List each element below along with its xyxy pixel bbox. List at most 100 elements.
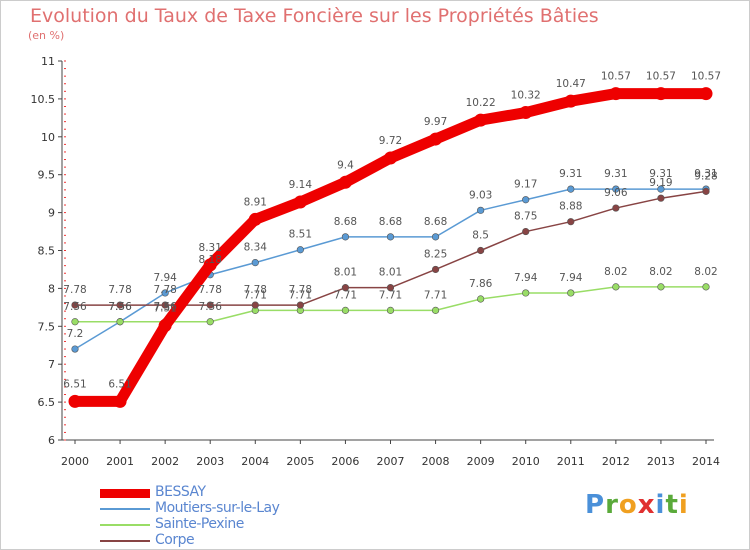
data-label: 9.4 <box>337 159 354 171</box>
data-point <box>341 284 350 292</box>
data-label: 7.56 <box>63 301 87 313</box>
data-point <box>116 301 124 309</box>
data-point <box>68 394 82 408</box>
data-label: 9.19 <box>649 177 672 189</box>
x-tick-label: 2011 <box>557 455 585 468</box>
data-label: 8.01 <box>334 267 357 279</box>
data-point <box>702 283 710 291</box>
data-label: 7.56 <box>108 301 132 313</box>
data-label: 8.18 <box>199 254 222 266</box>
data-point <box>477 295 485 303</box>
data-point <box>251 301 259 309</box>
data-label: 10.57 <box>646 71 676 83</box>
data-point <box>657 185 665 193</box>
data-label: 10.22 <box>466 97 496 109</box>
data-label: 7.2 <box>67 328 84 340</box>
data-label: 8.02 <box>649 266 672 278</box>
chart-unit-label: (en %) <box>28 29 65 42</box>
data-label: 7.56 <box>153 301 177 313</box>
data-point <box>567 185 575 193</box>
data-point <box>612 185 620 193</box>
data-label: 7.51 <box>153 303 176 315</box>
data-point <box>206 318 214 326</box>
data-label: 8.88 <box>559 201 582 213</box>
y-tick-label: 8.5 <box>38 245 56 258</box>
data-label: 7.71 <box>424 289 447 301</box>
data-label: 8.68 <box>379 216 402 228</box>
data-point <box>522 289 530 297</box>
y-tick-label: 11 <box>41 55 55 68</box>
legend-label: Moutiers-sur-le-Lay <box>155 500 280 516</box>
data-point <box>477 246 485 255</box>
data-point <box>429 132 443 146</box>
data-label: 7.78 <box>289 284 312 296</box>
data-label: 9.17 <box>514 179 537 191</box>
data-label: 7.78 <box>199 284 222 296</box>
data-point <box>431 233 440 241</box>
data-point <box>612 283 620 291</box>
legend-swatch <box>100 524 150 526</box>
data-point <box>293 195 307 209</box>
data-label: 7.78 <box>153 284 176 296</box>
data-point <box>477 206 485 214</box>
data-point <box>71 345 79 353</box>
legend-swatch <box>100 488 150 498</box>
data-point <box>386 284 395 292</box>
data-point <box>71 318 79 326</box>
data-label: 7.78 <box>244 284 267 296</box>
data-point <box>386 233 395 241</box>
data-point <box>338 175 352 189</box>
x-tick-label: 2013 <box>647 455 675 468</box>
x-tick-label: 2014 <box>692 455 720 468</box>
data-point <box>654 87 668 101</box>
x-tick-label: 2007 <box>377 455 405 468</box>
data-label: 9.03 <box>469 189 492 201</box>
data-label: 7.71 <box>244 289 267 301</box>
legend-label: BESSAY <box>155 484 206 500</box>
data-point <box>699 87 713 101</box>
chart-title: Evolution du Taux de Taxe Foncière sur l… <box>30 5 599 27</box>
data-label: 8.34 <box>244 242 268 254</box>
data-point <box>431 306 440 314</box>
x-tick-label: 2006 <box>331 455 359 468</box>
data-label: 7.78 <box>63 284 86 296</box>
data-point <box>341 233 350 241</box>
data-label: 9.97 <box>424 116 447 128</box>
x-tick-label: 2003 <box>196 455 224 468</box>
data-label: 7.78 <box>108 284 131 296</box>
data-label: 10.47 <box>556 78 586 90</box>
data-label: 9.28 <box>694 170 717 182</box>
data-label: 9.31 <box>604 168 627 180</box>
data-label: 8.02 <box>694 266 717 278</box>
data-label: 7.94 <box>153 272 177 284</box>
data-label: 7.56 <box>108 301 132 313</box>
y-tick-label: 7.5 <box>38 320 56 333</box>
data-point <box>206 301 214 309</box>
data-label: 10.57 <box>691 71 721 83</box>
y-tick-label: 9.5 <box>38 169 56 182</box>
data-label: 8.51 <box>289 229 312 241</box>
data-label: 7.86 <box>469 278 493 290</box>
data-point <box>71 301 79 309</box>
data-point <box>296 246 304 254</box>
data-point <box>612 204 620 212</box>
data-label: 8.91 <box>244 196 267 208</box>
data-label: 7.71 <box>334 289 357 301</box>
data-point <box>474 113 488 127</box>
data-point <box>522 227 530 236</box>
data-label: 8.68 <box>334 216 357 228</box>
x-tick-label: 2008 <box>422 455 450 468</box>
data-point <box>248 212 262 226</box>
data-point <box>203 258 217 272</box>
data-label: 8.5 <box>472 230 489 242</box>
x-tick-label: 2001 <box>106 455 134 468</box>
data-label: 8.31 <box>199 242 222 254</box>
data-point <box>251 259 259 267</box>
x-tick-label: 2009 <box>467 455 495 468</box>
data-point <box>657 194 665 202</box>
legend-swatch <box>100 508 150 510</box>
y-tick-label: 8 <box>48 282 55 295</box>
data-point <box>161 301 169 309</box>
data-label: 7.71 <box>289 289 312 301</box>
data-point <box>564 94 578 108</box>
